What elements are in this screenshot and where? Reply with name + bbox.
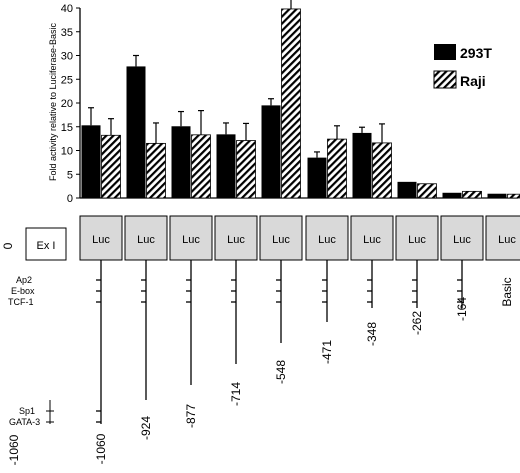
luc-label--262: Luc — [408, 234, 426, 246]
construct-label--1060: -1060 — [94, 433, 108, 464]
bar-group — [81, 0, 520, 199]
legend-label-293T: 293T — [460, 45, 492, 61]
bar-293T--471 — [307, 157, 327, 198]
luc-box--348 — [350, 215, 394, 261]
construct-label--262: -262 — [410, 311, 424, 335]
legend-label-Raji: Raji — [460, 73, 486, 89]
legend-swatch-293T — [434, 44, 456, 60]
luc-box-Basic — [485, 215, 520, 261]
bar-Raji--548 — [281, 8, 301, 199]
bar-Raji--877 — [191, 134, 211, 199]
bar-293T--714 — [216, 134, 236, 198]
y-tick-label: 30 — [61, 51, 73, 63]
y-tick-label: 20 — [61, 98, 73, 110]
bar-Raji--164 — [462, 190, 482, 199]
y-tick-label: 0 — [67, 193, 73, 205]
bar-293T--262 — [397, 181, 417, 198]
site-label-sp1: Sp1 — [19, 406, 35, 416]
construct-label-Basic: Basic — [500, 277, 514, 306]
luc-label--924: Luc — [137, 234, 155, 246]
luc-box--714 — [214, 215, 258, 261]
construct-list: Luc -1060 Luc -924 Luc -877 Luc -714 Luc -548 Luc -… — [79, 215, 520, 464]
luc-label--164: Luc — [453, 234, 471, 246]
luc-label--548: Luc — [272, 234, 290, 246]
bar-293T--1060 — [81, 125, 101, 198]
exon-box — [25, 227, 67, 261]
site-label-ap2: Ap2 — [16, 275, 32, 285]
bar-293T--924 — [126, 66, 146, 198]
construct-label--548: -548 — [274, 360, 288, 384]
bar-293T--164 — [442, 192, 462, 198]
bar-Raji--262 — [417, 183, 437, 199]
luc-box--164 — [440, 215, 484, 261]
legend: 293T Raji — [433, 44, 492, 89]
construct-label--471: -471 — [320, 340, 334, 364]
bar-Raji--471 — [327, 138, 347, 199]
construct-label--924: -924 — [139, 416, 153, 440]
construct-label--877: -877 — [184, 404, 198, 428]
bar-Raji--924 — [146, 142, 166, 199]
y-tick-label: 15 — [61, 122, 73, 134]
bar-Raji--714 — [236, 140, 256, 199]
start-label: -1060 — [7, 434, 21, 465]
bar-293T-Basic — [487, 193, 507, 198]
y-tick-label: 35 — [61, 27, 73, 39]
site-label-gata3: GATA-3 — [9, 417, 40, 427]
origin-label: 0 — [1, 242, 15, 249]
y-tick-label: 10 — [61, 146, 73, 158]
luc-box--548 — [259, 215, 303, 261]
construct-diagram: 0 Ex I Ap2 E-box TCF-1 Sp1 GATA-3 -1060 … — [1, 215, 520, 465]
site-label-ebox: E-box — [11, 286, 35, 296]
y-tick-label: 40 — [61, 3, 73, 15]
exon-label: Ex I — [37, 240, 56, 252]
legend-swatch-Raji — [433, 70, 457, 89]
y-tick-label: 25 — [61, 74, 73, 86]
site-label-tcf1: TCF-1 — [8, 297, 34, 307]
bar-293T--877 — [171, 126, 191, 198]
luc-label-Basic: Luc — [498, 234, 516, 246]
luc-box--877 — [169, 215, 213, 261]
luc-box--262 — [395, 215, 439, 261]
bar-293T--348 — [352, 132, 372, 198]
construct-label--348: -348 — [365, 322, 379, 346]
construct-label--714: -714 — [229, 382, 243, 406]
luc-label--348: Luc — [363, 234, 381, 246]
y-axis-title: Fold activity relative to Luciferase-Bas… — [48, 22, 58, 181]
luc-box--1060 — [79, 215, 123, 261]
y-tick-label: 5 — [67, 169, 73, 181]
bar-Raji--1060 — [101, 134, 121, 199]
luc-label--877: Luc — [182, 234, 200, 246]
luc-box--471 — [305, 215, 349, 261]
construct-label--164: -164 — [455, 297, 469, 321]
luc-label--471: Luc — [318, 234, 336, 246]
bar-Raji-Basic — [507, 193, 520, 199]
luc-label--1060: Luc — [92, 234, 110, 246]
bar-Raji--348 — [372, 142, 392, 199]
luc-label--714: Luc — [227, 234, 245, 246]
luc-box--924 — [124, 215, 168, 261]
bar-293T--548 — [261, 105, 281, 198]
